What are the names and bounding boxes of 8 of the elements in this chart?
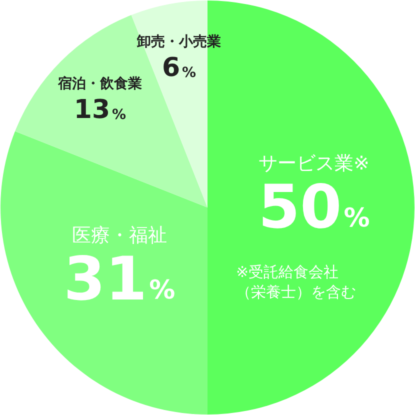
slice-label: 宿泊・飲食業 bbox=[56, 74, 142, 92]
slice-label: サービス業※ bbox=[258, 152, 370, 174]
data-label: 50% bbox=[258, 172, 370, 242]
data-label: 13% bbox=[74, 94, 126, 125]
slice-label: 医療・福祉 bbox=[72, 224, 167, 246]
text: ※受託給食会社（栄養士）を含む bbox=[236, 263, 356, 301]
data-label: 6% bbox=[162, 53, 196, 84]
data-label: 31% bbox=[64, 244, 176, 314]
